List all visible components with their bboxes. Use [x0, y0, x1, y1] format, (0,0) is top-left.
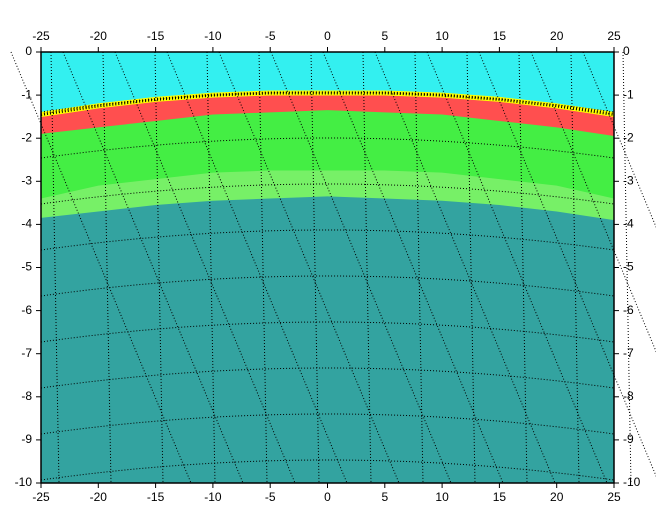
y-tick-label: -8: [623, 389, 634, 403]
y-tick-label: -2: [21, 130, 32, 144]
y-tick-label: -1: [623, 87, 634, 101]
x-tick-label: 5: [381, 490, 388, 504]
y-tick-label: -6: [21, 303, 32, 317]
y-tick-label: -9: [623, 432, 634, 446]
x-tick-label: 10: [435, 29, 449, 43]
x-tick-label: -5: [265, 490, 276, 504]
x-tick-label: 25: [607, 29, 621, 43]
y-tick-label: -9: [21, 432, 32, 446]
y-tick-label: -6: [623, 303, 634, 317]
y-tick-label: -3: [21, 173, 32, 187]
x-tick-label: -15: [147, 29, 165, 43]
y-tick-label: -7: [623, 346, 634, 360]
y-tick-label: -10: [623, 475, 641, 489]
y-tick-label: -4: [623, 217, 634, 231]
y-tick-label: -7: [21, 346, 32, 360]
y-tick-label: -8: [21, 389, 32, 403]
y-tick-label: -5: [623, 260, 634, 274]
x-tick-label: 0: [324, 490, 331, 504]
y-tick-label: -3: [623, 173, 634, 187]
y-tick-label: -1: [21, 87, 32, 101]
y-tick-label: -10: [15, 475, 33, 489]
x-tick-label: 25: [607, 490, 621, 504]
x-tick-label: -10: [204, 490, 222, 504]
x-tick-label: 20: [550, 490, 564, 504]
x-tick-label: -20: [90, 29, 108, 43]
x-tick-label: -10: [204, 29, 222, 43]
y-tick-label: -5: [21, 260, 32, 274]
x-tick-label: 5: [381, 29, 388, 43]
layer: [41, 52, 614, 115]
x-tick-label: 15: [493, 490, 507, 504]
x-tick-label: 0: [324, 29, 331, 43]
y-tick-label: -2: [623, 130, 634, 144]
x-tick-label: 20: [550, 29, 564, 43]
layer-boundary-dots: [40, 91, 615, 116]
y-tick-label: -4: [21, 217, 32, 231]
x-tick-label: -25: [32, 490, 50, 504]
x-tick-label: 10: [435, 490, 449, 504]
y-tick-label: 0: [623, 44, 630, 58]
x-tick-label: -15: [147, 490, 165, 504]
x-tick-label: -25: [32, 29, 50, 43]
y-tick-label: 0: [25, 44, 32, 58]
x-tick-label: -20: [90, 490, 108, 504]
x-tick-label: -5: [265, 29, 276, 43]
x-tick-label: 15: [493, 29, 507, 43]
